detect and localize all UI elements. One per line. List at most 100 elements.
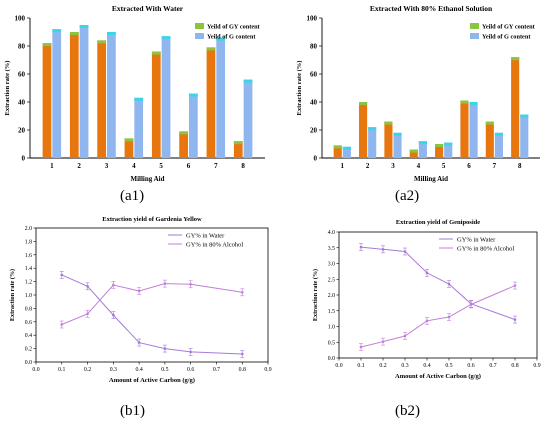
data-point [112, 313, 115, 317]
bar-g [243, 79, 253, 158]
y-tick-label: 100 [307, 15, 318, 23]
series-line [61, 274, 243, 355]
bar-g-top [469, 102, 478, 105]
data-point [163, 347, 167, 350]
series-line [360, 246, 516, 321]
panel-b2: Extraction yield of Geniposide Amount of … [275, 210, 550, 425]
data-point [112, 283, 115, 287]
y-tick-label: 0 [314, 155, 318, 163]
bar-g-top [393, 132, 402, 136]
bar-g [188, 93, 198, 158]
bar-g-top [107, 32, 116, 35]
y-tick-label: 60 [18, 71, 26, 79]
line-chart-gardenia-yellow: Extraction yield of Gardenia Yellow Amoun… [9, 216, 272, 384]
x-tick-label: 2 [366, 162, 370, 170]
x-tick-label: 6 [467, 162, 471, 170]
bar-g [494, 132, 503, 158]
x-tick-label: 0.7 [213, 367, 220, 373]
y-tick-label: 40 [18, 99, 26, 107]
bar-gy [151, 51, 161, 158]
bar-gy-top [233, 141, 243, 145]
y-tick-label: 0.6 [25, 320, 32, 326]
bar-gy [485, 121, 494, 158]
y-tick-label: 1.2 [25, 280, 32, 286]
bar-gy-top [179, 131, 188, 135]
legend-label: Yeild of GY content [482, 24, 536, 31]
bar-gy-top [151, 51, 161, 55]
data-point [189, 350, 192, 354]
bar-gy [359, 102, 368, 158]
data-point [60, 323, 64, 326]
bar-gy-top [384, 121, 393, 125]
chart-title: Extracted With Water [112, 4, 184, 13]
panel-a1: Extracted With Water Milling Aid Extractio… [0, 0, 275, 208]
bar-gy [435, 144, 444, 158]
y-tick-label: 1.8 [25, 239, 32, 245]
y-tick-label: 20 [310, 127, 318, 135]
y-tick-label: 2.0 [328, 293, 335, 299]
y-tick-label: 3.0 [328, 262, 335, 268]
bar-chart-ethanol: Extracted With 80% Ethanol Solution Milli… [296, 4, 540, 183]
bar-g-top [444, 142, 453, 146]
bar-g-top [188, 93, 198, 97]
panel-label-a1: (a1) [120, 188, 145, 204]
x-tick-label: 8 [241, 162, 245, 170]
data-point [447, 315, 451, 319]
legend-label: GY% in Water [186, 233, 225, 240]
x-tick-label: 0.0 [335, 363, 342, 369]
y-tick-label: 0.4 [25, 333, 32, 339]
x-tick-label: 6 [187, 162, 191, 170]
bar-g [161, 36, 171, 159]
x-tick-label: 3 [105, 162, 109, 170]
bar-g [342, 146, 351, 158]
data-point [60, 273, 64, 277]
bar-gy [511, 57, 520, 159]
data-point [359, 245, 363, 249]
data-point [240, 352, 244, 356]
bar-g-top [520, 114, 529, 118]
bar-gy-top [97, 40, 107, 44]
bar-g [368, 127, 377, 158]
legend-label: GY% in 80% Alcohol [186, 242, 243, 249]
x-axis-label: Milling Aid [414, 175, 448, 183]
legend-label: GY% in 80% Alcohol [457, 246, 514, 253]
x-tick-label: 1 [50, 162, 54, 170]
x-tick-label: 0.7 [489, 363, 496, 369]
bar-g [216, 37, 226, 158]
bar-g [134, 97, 144, 158]
bar-gy-top [359, 102, 368, 105]
y-tick-label: 20 [18, 127, 26, 135]
y-axis-label: Extraction rate (%) [312, 269, 319, 321]
bar-gy [69, 32, 79, 158]
x-tick-label: 0.6 [187, 367, 194, 373]
data-point [425, 271, 429, 275]
chart-title: Extracted With 80% Ethanol Solution [370, 4, 493, 13]
y-tick-label: 1.0 [25, 293, 32, 299]
panel-a2: Extracted With 80% Ethanol Solution Milli… [275, 0, 550, 208]
x-tick-label: 0.8 [239, 367, 246, 373]
legend-label: Yeild of G content [482, 34, 531, 41]
bar-g-top [368, 127, 377, 131]
legend-swatch [195, 23, 204, 29]
legend-swatch [470, 23, 479, 29]
data-point [513, 318, 517, 321]
y-tick-label: 4.0 [328, 230, 335, 236]
data-point [86, 284, 89, 288]
x-tick-label: 8 [518, 162, 522, 170]
series-line [360, 285, 516, 348]
bar-g-top [418, 141, 427, 145]
data-point [137, 289, 141, 293]
y-tick-label: 0.0 [25, 360, 32, 366]
legend-swatch [195, 33, 204, 39]
bar-gy [179, 131, 188, 158]
x-tick-label: 0.2 [379, 363, 386, 369]
bar-gy [384, 121, 393, 158]
y-tick-label: 0.5 [328, 340, 335, 346]
bar-gy-top [333, 145, 342, 149]
y-tick-label: 40 [310, 99, 318, 107]
x-tick-label: 4 [132, 162, 136, 170]
x-tick-label: 0.2 [84, 367, 91, 373]
data-point [240, 291, 244, 294]
y-tick-label: 1.6 [25, 253, 32, 259]
bar-g [520, 114, 529, 158]
